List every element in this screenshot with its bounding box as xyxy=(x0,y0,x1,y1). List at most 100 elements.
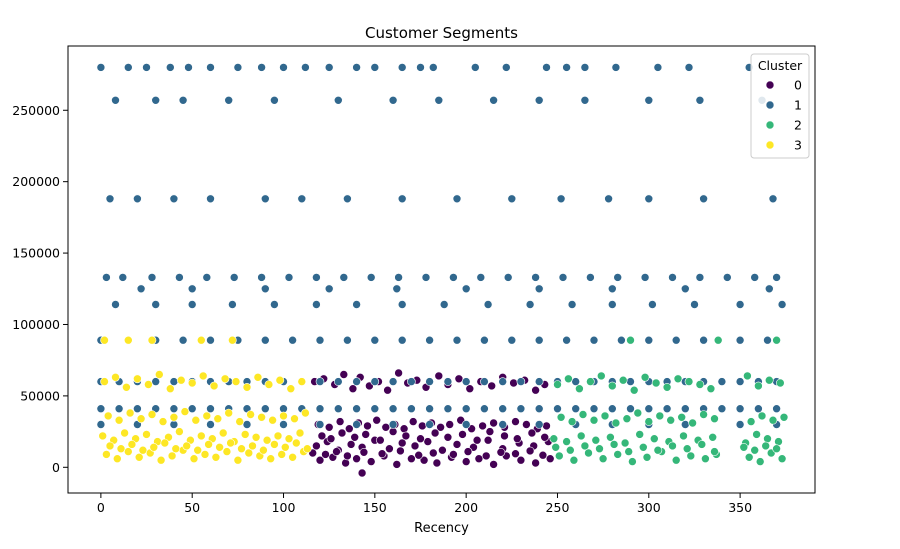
data-point xyxy=(428,63,438,72)
data-point xyxy=(337,428,347,438)
data-point xyxy=(640,372,650,382)
data-point xyxy=(436,422,445,432)
data-point xyxy=(284,434,294,444)
data-point xyxy=(525,446,535,456)
data-point xyxy=(100,377,109,386)
data-point xyxy=(534,420,544,429)
data-point xyxy=(324,63,334,72)
data-point xyxy=(416,63,425,72)
data-point xyxy=(461,420,471,429)
data-point xyxy=(644,404,654,414)
data-point xyxy=(231,377,241,386)
data-point xyxy=(449,450,458,459)
data-point xyxy=(213,414,223,424)
data-point xyxy=(626,404,635,414)
data-point xyxy=(359,447,369,457)
data-point xyxy=(197,431,206,441)
data-point xyxy=(516,377,526,386)
data-point xyxy=(419,455,429,465)
data-point xyxy=(739,442,749,452)
data-point xyxy=(480,377,489,386)
data-point xyxy=(392,460,402,469)
x-tick-label: 50 xyxy=(184,500,200,515)
data-point xyxy=(439,300,449,309)
data-point xyxy=(567,300,577,309)
data-point xyxy=(257,63,266,72)
data-point xyxy=(489,96,498,105)
data-point xyxy=(291,438,301,448)
data-point xyxy=(229,273,239,282)
data-point xyxy=(662,404,672,414)
data-point xyxy=(768,415,778,425)
data-point xyxy=(626,377,635,386)
data-point xyxy=(206,194,215,204)
plot-frame xyxy=(67,45,816,494)
data-point xyxy=(655,411,665,421)
data-point xyxy=(138,445,148,455)
data-point xyxy=(224,96,233,105)
data-point xyxy=(509,378,518,388)
data-point xyxy=(697,440,707,449)
data-point xyxy=(408,417,418,426)
data-point xyxy=(375,435,385,445)
data-point xyxy=(111,96,120,105)
data-point xyxy=(341,458,350,468)
data-point xyxy=(618,375,628,385)
data-point xyxy=(452,440,462,449)
data-point xyxy=(414,450,424,460)
data-point xyxy=(206,335,215,345)
data-point xyxy=(774,437,783,446)
data-point xyxy=(288,335,297,345)
data-point xyxy=(701,454,710,464)
series-cluster-0 xyxy=(308,368,555,478)
data-point xyxy=(202,411,212,421)
data-point xyxy=(556,194,566,204)
data-point xyxy=(644,417,654,426)
data-point xyxy=(134,452,144,462)
data-point xyxy=(191,415,201,425)
data-point xyxy=(710,447,719,456)
data-point xyxy=(388,377,398,386)
data-point xyxy=(270,300,279,309)
data-point xyxy=(445,420,455,429)
data-point xyxy=(638,442,648,452)
data-point xyxy=(542,63,551,72)
data-point xyxy=(684,377,694,386)
data-point xyxy=(335,417,345,426)
data-point xyxy=(695,380,705,389)
data-point xyxy=(713,335,723,345)
data-point xyxy=(607,300,617,309)
x-tick-label: 250 xyxy=(546,500,570,515)
data-point xyxy=(352,377,361,386)
data-point xyxy=(764,284,774,294)
data-point xyxy=(111,372,120,382)
data-point xyxy=(458,430,467,439)
data-point xyxy=(511,449,520,459)
data-point xyxy=(775,378,785,388)
data-point xyxy=(527,428,537,438)
data-point xyxy=(184,63,193,72)
data-point xyxy=(147,410,157,419)
legend-frame xyxy=(750,53,810,159)
data-point xyxy=(206,420,215,429)
data-point xyxy=(754,404,763,414)
data-point xyxy=(428,448,438,458)
data-point xyxy=(397,63,407,72)
data-point xyxy=(96,404,106,414)
data-point xyxy=(372,415,382,425)
data-point xyxy=(237,444,246,454)
data-point xyxy=(481,451,491,461)
x-axis-title: Recency xyxy=(414,521,469,536)
data-point xyxy=(352,300,361,309)
data-point xyxy=(564,374,573,384)
data-point xyxy=(171,444,181,454)
data-point xyxy=(125,408,135,418)
data-point xyxy=(169,377,179,386)
data-point xyxy=(580,96,590,105)
data-point xyxy=(443,404,453,414)
y-tick-label: 100000 xyxy=(12,317,60,332)
legend-label: 1 xyxy=(794,98,802,113)
data-point xyxy=(127,440,137,449)
data-point xyxy=(668,273,677,282)
data-point xyxy=(366,273,376,282)
